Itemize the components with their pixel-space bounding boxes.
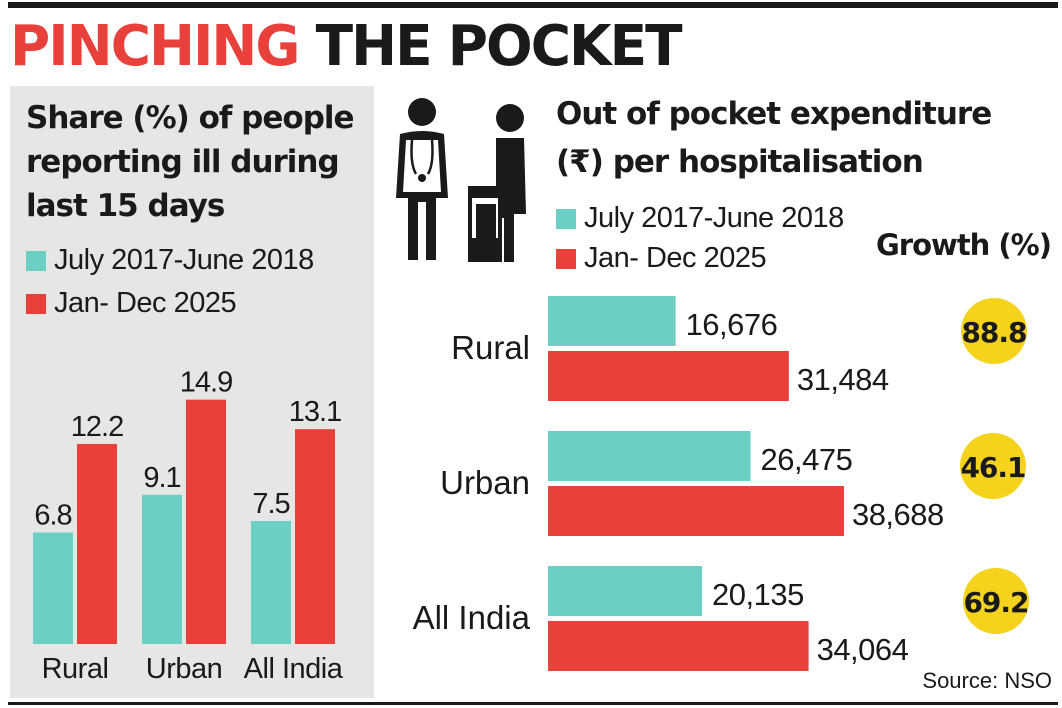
right-data-label: 26,475	[761, 442, 853, 477]
growth-title: Growth (%)	[876, 228, 1052, 262]
growth-badge	[960, 433, 1026, 499]
icons-group	[396, 98, 526, 262]
left-legend-series1: July 2017-June 2018	[26, 244, 314, 277]
left-data-label: 9.1	[143, 462, 180, 494]
headline: PINCHING THE POCKET	[10, 12, 683, 82]
growth-value: 46.1	[960, 451, 1025, 484]
left-bar-all-india-s1	[251, 521, 291, 644]
right-bar-urban-s1	[548, 431, 751, 481]
left-category-label: Urban	[146, 653, 223, 685]
top-rule	[8, 2, 1058, 8]
right-bar-rural-s2	[548, 351, 789, 401]
growth-value: 88.8	[961, 316, 1026, 349]
patient-icon	[468, 104, 526, 262]
right-data-label: 38,688	[852, 497, 944, 532]
left-data-label: 14.9	[180, 367, 232, 399]
left-bar-rural-s1	[33, 532, 73, 644]
bottom-rule	[8, 702, 1058, 705]
legend-label-series2: Jan- Dec 2025	[584, 242, 767, 274]
legend-swatch-series2	[556, 248, 576, 269]
right-legend-series1: July 2017-June 2018	[556, 202, 844, 235]
left-category-label: Rural	[42, 653, 109, 685]
legend-label-series2: Jan- Dec 2025	[54, 287, 237, 319]
left-bar-urban-s2	[186, 399, 226, 644]
growth-badge	[963, 568, 1029, 634]
left-bar-rural-s2	[77, 443, 117, 644]
left-bar-urban-s1	[142, 494, 182, 644]
left-chart-title: Share (%) of people reporting ill during…	[26, 100, 355, 224]
left-category-label: All India	[244, 653, 344, 685]
left-bar-all-india-s2	[295, 429, 335, 644]
legend-label-series1: July 2017-June 2018	[54, 244, 314, 276]
right-data-label: 20,135	[712, 577, 804, 612]
right-legend-series2: Jan- Dec 2025	[556, 242, 767, 275]
legend-swatch-series1	[26, 250, 46, 271]
right-category-label: Rural	[451, 329, 530, 366]
right-bar-all-india-s1	[548, 566, 703, 616]
left-data-label: 13.1	[289, 396, 341, 428]
headline-part2: THE POCKET	[315, 14, 683, 79]
right-data-label: 31,484	[797, 362, 889, 397]
panel-separator	[376, 86, 379, 698]
right-data-label: 34,064	[817, 632, 909, 667]
legend-label-series1: July 2017-June 2018	[584, 202, 844, 234]
source-note: Source: NSO	[922, 668, 1052, 693]
left-data-label: 6.8	[34, 499, 71, 531]
left-legend-series2: Jan- Dec 2025	[26, 287, 237, 320]
right-category-label: Urban	[440, 464, 530, 501]
headline-part1: PINCHING	[10, 14, 300, 79]
right-chart-title: Out of pocket expenditure (₹) per hospit…	[556, 96, 992, 180]
growth-value: 69.2	[963, 586, 1028, 619]
right-category-label: All India	[413, 599, 531, 636]
legend-swatch-series1	[556, 208, 576, 229]
right-data-label: 16,676	[686, 307, 778, 342]
doctor-icon	[396, 98, 448, 260]
left-data-label: 12.2	[71, 411, 123, 443]
growth-badge	[961, 298, 1027, 364]
left-data-label: 7.5	[252, 488, 289, 520]
right-bar-all-india-s2	[548, 621, 809, 671]
right-bar-rural-s1	[548, 296, 676, 346]
legend-swatch-series2	[26, 293, 46, 314]
right-bar-urban-s2	[548, 486, 844, 536]
